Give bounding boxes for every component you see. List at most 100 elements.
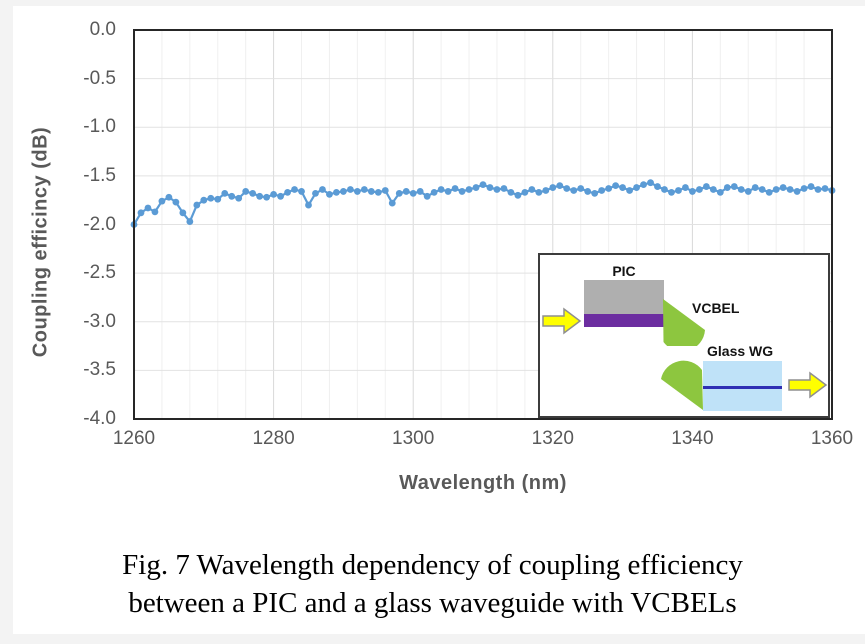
data-point	[340, 188, 347, 195]
glass-wg-label: Glass WG	[707, 343, 774, 359]
data-point	[458, 188, 466, 195]
data-point	[179, 209, 187, 217]
data-point	[214, 195, 222, 203]
data-point	[479, 181, 487, 189]
data-point	[395, 189, 403, 197]
data-point	[423, 192, 431, 200]
data-point	[584, 188, 592, 195]
data-point	[709, 186, 717, 193]
data-point	[228, 192, 236, 200]
page-edge-bottom	[0, 634, 865, 644]
data-point	[702, 183, 710, 190]
data-point	[570, 187, 578, 194]
data-point	[409, 189, 417, 197]
y-tick-label: 0.0	[89, 19, 116, 40]
data-point	[598, 187, 606, 194]
data-point	[207, 194, 215, 202]
pic-waveguide-layer	[584, 314, 664, 327]
data-point	[800, 185, 808, 192]
x-axis-title: Wavelength (nm)	[399, 472, 567, 494]
plot-frame	[133, 29, 833, 420]
y-tick-label: -2.0	[83, 213, 116, 235]
data-point	[465, 186, 473, 193]
data-point	[514, 191, 522, 199]
data-point	[640, 181, 647, 189]
data-point	[388, 199, 396, 207]
data-point	[437, 186, 445, 193]
data-point	[563, 185, 571, 192]
page-edge-left	[0, 0, 13, 644]
data-point	[493, 186, 501, 193]
page-edge-top	[0, 0, 865, 6]
data-point	[430, 189, 438, 196]
data-point	[256, 192, 264, 200]
data-point	[270, 190, 277, 198]
lower-lens-shape	[661, 360, 703, 410]
input-light-arrow-icon	[542, 307, 582, 335]
data-point	[577, 185, 585, 192]
data-point	[535, 189, 543, 196]
data-point	[221, 189, 229, 197]
data-point	[263, 193, 271, 201]
data-point	[758, 186, 766, 193]
data-point	[675, 187, 682, 194]
data-point	[172, 198, 180, 206]
data-point	[346, 186, 354, 193]
data-point	[200, 196, 208, 204]
y-tick-label: -3.5	[83, 359, 116, 381]
data-point	[186, 218, 194, 225]
upper-lens-shape	[663, 299, 705, 346]
data-point	[333, 189, 340, 196]
data-point	[744, 188, 752, 195]
y-tick-label: -0.5	[83, 67, 116, 89]
data-point	[737, 186, 745, 193]
input-arrow-shape	[542, 307, 582, 335]
data-point	[779, 184, 787, 191]
data-point	[277, 192, 284, 200]
vcbel-label: VCBEL	[692, 300, 740, 316]
data-point	[312, 189, 319, 197]
figure-caption: Fig. 7 Wavelength dependency of coupling…	[0, 546, 865, 622]
data-point	[319, 186, 326, 193]
data-point	[451, 185, 459, 192]
data-point	[353, 188, 361, 195]
x-tick-label: 1300	[392, 428, 435, 449]
data-point	[668, 189, 675, 196]
data-point	[626, 187, 633, 194]
data-point	[151, 208, 159, 216]
data-point	[144, 204, 152, 212]
data-point	[605, 185, 613, 192]
data-point	[716, 189, 724, 196]
data-point	[500, 185, 508, 192]
data-point	[612, 182, 620, 190]
x-tick-label: 1260	[112, 428, 156, 449]
data-point	[521, 189, 529, 196]
x-tick-label: 1320	[531, 428, 574, 449]
pic-label: PIC	[612, 263, 636, 279]
data-point	[444, 188, 452, 195]
data-point	[326, 190, 333, 198]
data-point	[633, 184, 640, 191]
data-point	[472, 184, 480, 191]
data-point	[814, 186, 822, 193]
data-point	[402, 188, 410, 195]
data-point	[682, 184, 689, 191]
x-tick-label: 1280	[252, 428, 295, 449]
y-tick-label: -4.0	[83, 408, 116, 429]
y-tick-label: -2.5	[83, 262, 116, 284]
data-point	[793, 188, 801, 195]
output-light-arrow-icon	[788, 371, 828, 399]
data-point	[765, 189, 773, 196]
output-arrow-shape	[788, 371, 828, 399]
data-point	[556, 182, 564, 190]
inset-diagram: PIC VCBEL Glass WG	[538, 253, 830, 418]
data-point	[165, 193, 173, 201]
vcbel-mirror-lower-icon	[661, 360, 703, 410]
data-point	[507, 189, 515, 196]
data-point	[619, 184, 626, 191]
data-point	[374, 189, 382, 196]
x-tick-label: 1360	[810, 428, 854, 449]
data-point	[235, 194, 243, 202]
data-point	[549, 184, 557, 191]
